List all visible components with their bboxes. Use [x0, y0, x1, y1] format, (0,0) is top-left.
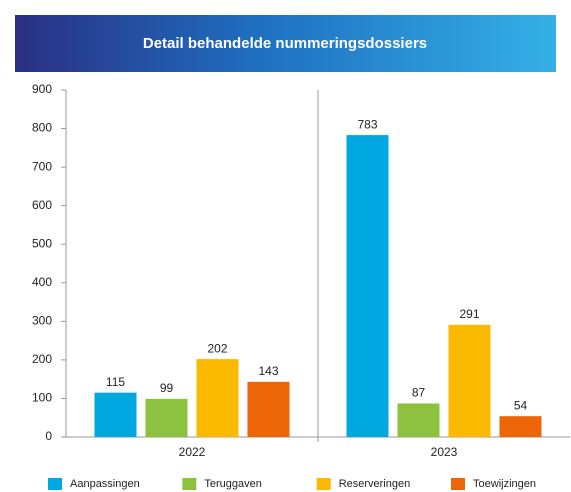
legend-swatch: [182, 478, 197, 490]
y-tick-label: 700: [32, 159, 52, 173]
bar: [145, 398, 188, 437]
value-label: 54: [514, 398, 528, 412]
y-tick-label: 0: [45, 429, 52, 443]
y-tick-label: 500: [32, 236, 52, 250]
y-tick-label: 600: [32, 198, 52, 212]
bar: [247, 381, 290, 437]
bar: [346, 135, 389, 438]
bar: [499, 416, 542, 437]
value-label: 783: [357, 117, 377, 131]
chart-title: Detail behandelde nummeringsdossiers: [143, 35, 427, 52]
bar: [448, 324, 491, 437]
legend-label: Aanpassingen: [70, 478, 140, 490]
bar: [196, 359, 239, 437]
y-tick-label: 300: [32, 314, 52, 328]
x-tick-label: 2022: [179, 445, 206, 459]
value-label: 87: [412, 386, 426, 400]
y-tick-label: 400: [32, 275, 52, 289]
value-label: 291: [459, 307, 479, 321]
x-tick-label: 2023: [431, 445, 458, 459]
legend-label: Teruggaven: [204, 478, 262, 490]
y-tick-label: 800: [32, 121, 52, 135]
value-label: 99: [160, 381, 174, 395]
y-tick-label: 900: [32, 82, 52, 96]
legend-swatch: [48, 478, 62, 490]
title-banner: [15, 15, 556, 72]
value-label: 115: [106, 375, 125, 389]
legend-swatch: [316, 478, 331, 490]
bar: [397, 403, 440, 437]
y-tick-label: 100: [32, 391, 52, 405]
legend-swatch: [451, 478, 466, 490]
legend-label: Toewijzingen: [473, 478, 536, 490]
value-label: 143: [258, 364, 278, 378]
legend-label: Reserveringen: [339, 478, 411, 490]
value-label: 202: [207, 341, 227, 355]
bar: [94, 392, 137, 437]
y-tick-label: 200: [32, 352, 52, 366]
